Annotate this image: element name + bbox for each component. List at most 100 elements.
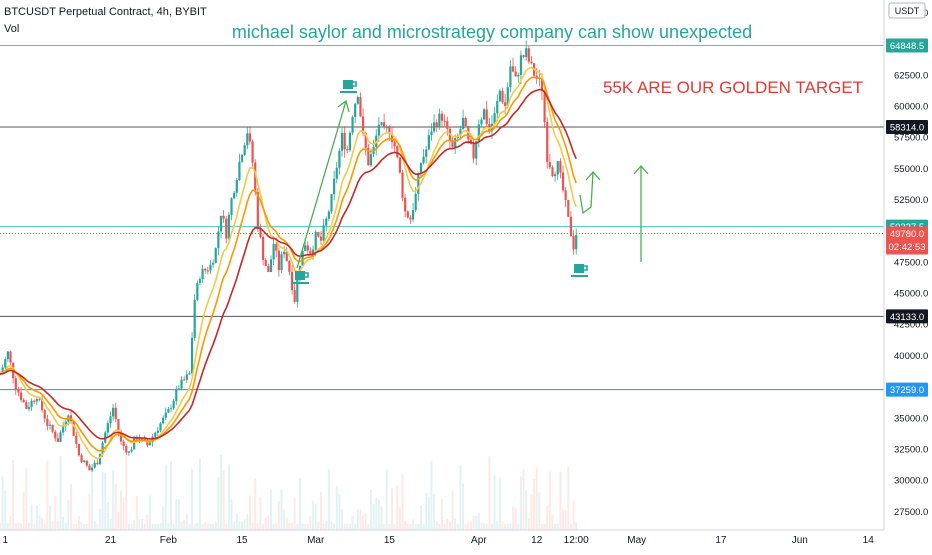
candle-body[interactable] bbox=[330, 194, 333, 212]
candle-body[interactable] bbox=[30, 400, 33, 407]
candle-body[interactable] bbox=[419, 163, 423, 174]
candle-body[interactable] bbox=[380, 122, 383, 125]
candle-body[interactable] bbox=[509, 66, 512, 88]
time-axis[interactable]: 1 21 Feb 15 Mar 15 Apr 12 12:00 May 17 Jun 14 bbox=[0, 529, 884, 546]
candle-body[interactable] bbox=[406, 211, 409, 218]
candle-body[interactable] bbox=[1, 367, 4, 375]
candle-body[interactable] bbox=[48, 424, 52, 426]
candle-body[interactable] bbox=[340, 132, 344, 151]
candle-body[interactable] bbox=[338, 150, 341, 168]
candle-body[interactable] bbox=[504, 102, 507, 106]
volume-indicator-label[interactable]: Vol bbox=[4, 23, 20, 35]
candle-body[interactable] bbox=[133, 438, 136, 450]
candle-body[interactable] bbox=[22, 399, 25, 403]
candle-body[interactable] bbox=[293, 290, 296, 302]
candle-body[interactable] bbox=[185, 374, 188, 380]
candle-body[interactable] bbox=[254, 162, 257, 192]
candle-body[interactable] bbox=[267, 266, 270, 273]
candle-body[interactable] bbox=[314, 231, 317, 250]
candle-body[interactable] bbox=[304, 245, 307, 251]
ema-line[interactable] bbox=[0, 88, 577, 440]
candle-body[interactable] bbox=[440, 113, 444, 121]
candle-body[interactable] bbox=[290, 271, 294, 291]
candle-body[interactable] bbox=[519, 55, 523, 75]
candle-body[interactable] bbox=[438, 113, 441, 128]
candlesticks[interactable] bbox=[0, 40, 578, 472]
candle-body[interactable] bbox=[348, 132, 352, 151]
candle-body[interactable] bbox=[322, 225, 325, 241]
candle-body[interactable] bbox=[482, 109, 486, 120]
candle-body[interactable] bbox=[106, 423, 109, 433]
candle-body[interactable] bbox=[219, 215, 223, 232]
candle-body[interactable] bbox=[530, 61, 533, 64]
candle-body[interactable] bbox=[425, 149, 428, 157]
candle-body[interactable] bbox=[85, 460, 88, 466]
candle-body[interactable] bbox=[514, 71, 517, 77]
candle-body[interactable] bbox=[246, 133, 249, 146]
candle-body[interactable] bbox=[93, 462, 96, 468]
candle-body[interactable] bbox=[511, 66, 515, 72]
candle-body[interactable] bbox=[164, 412, 167, 418]
candle-body[interactable] bbox=[398, 157, 402, 173]
candle-body[interactable] bbox=[125, 446, 128, 453]
candle-body[interactable] bbox=[359, 96, 362, 117]
headline-annotation[interactable]: michael saylor and microstrategy company… bbox=[232, 22, 752, 42]
candle-body[interactable] bbox=[230, 198, 233, 215]
candle-body[interactable] bbox=[451, 140, 454, 148]
candle-body[interactable] bbox=[88, 465, 91, 471]
candle-body[interactable] bbox=[167, 409, 170, 413]
candle-body[interactable] bbox=[169, 408, 173, 410]
candle-body[interactable] bbox=[38, 398, 41, 400]
candle-body[interactable] bbox=[198, 279, 202, 283]
candle-body[interactable] bbox=[327, 211, 330, 219]
candle-body[interactable] bbox=[59, 432, 62, 442]
candle-body[interactable] bbox=[277, 250, 280, 271]
candle-body[interactable] bbox=[146, 440, 149, 446]
coffee-cup-icon[interactable] bbox=[340, 80, 357, 93]
candle-body[interactable] bbox=[225, 218, 228, 239]
candle-body[interactable] bbox=[83, 460, 86, 463]
candle-body[interactable] bbox=[472, 143, 475, 159]
candle-body[interactable] bbox=[201, 268, 204, 280]
candle-body[interactable] bbox=[506, 87, 509, 106]
candle-body[interactable] bbox=[296, 279, 299, 302]
candle-body[interactable] bbox=[333, 178, 336, 195]
candle-body[interactable] bbox=[385, 127, 388, 129]
candle-body[interactable] bbox=[251, 141, 254, 163]
candle-body[interactable] bbox=[98, 454, 102, 465]
candle-body[interactable] bbox=[543, 91, 546, 123]
candle-body[interactable] bbox=[325, 218, 328, 226]
candle-body[interactable] bbox=[301, 250, 304, 266]
candle-body[interactable] bbox=[135, 438, 138, 440]
candle-body[interactable] bbox=[459, 129, 462, 136]
candle-body[interactable] bbox=[564, 190, 567, 201]
candle-body[interactable] bbox=[235, 180, 238, 193]
candle-body[interactable] bbox=[401, 172, 404, 198]
candle-body[interactable] bbox=[538, 78, 541, 80]
candle-body[interactable] bbox=[240, 154, 244, 162]
candle-body[interactable] bbox=[396, 146, 399, 158]
candle-body[interactable] bbox=[77, 443, 81, 456]
candle-body[interactable] bbox=[177, 388, 181, 390]
candle-body[interactable] bbox=[567, 200, 570, 217]
candle-body[interactable] bbox=[43, 410, 46, 419]
candle-body[interactable] bbox=[54, 431, 57, 439]
candle-body[interactable] bbox=[288, 261, 291, 272]
candle-body[interactable] bbox=[280, 254, 283, 271]
candle-body[interactable] bbox=[551, 167, 554, 177]
candle-body[interactable] bbox=[122, 441, 125, 447]
candle-body[interactable] bbox=[175, 389, 178, 401]
candle-body[interactable] bbox=[35, 399, 38, 402]
candle-body[interactable] bbox=[446, 121, 449, 129]
candle-body[interactable] bbox=[183, 379, 186, 381]
candle-body[interactable] bbox=[464, 117, 467, 127]
candle-body[interactable] bbox=[354, 103, 357, 117]
candle-body[interactable] bbox=[498, 90, 501, 102]
candle-body[interactable] bbox=[75, 435, 78, 444]
candle-body[interactable] bbox=[409, 217, 412, 220]
candle-body[interactable] bbox=[19, 392, 23, 400]
candle-body[interactable] bbox=[96, 462, 99, 465]
candle-body[interactable] bbox=[569, 216, 573, 237]
candle-body[interactable] bbox=[417, 173, 420, 194]
candle-body[interactable] bbox=[214, 248, 217, 263]
